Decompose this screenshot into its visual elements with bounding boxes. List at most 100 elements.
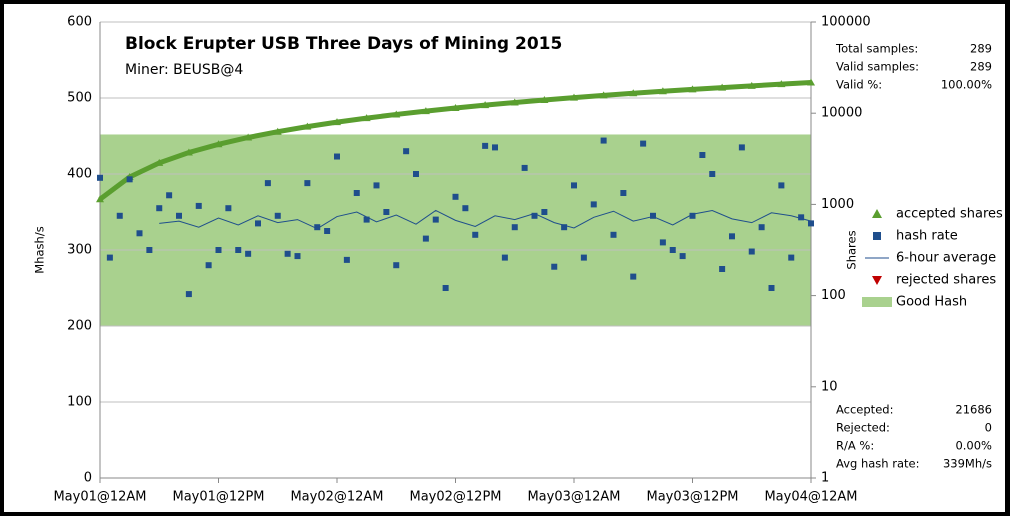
- data-point: [136, 230, 143, 237]
- data-point: [599, 91, 608, 99]
- data-point: [245, 250, 252, 257]
- data-point: [304, 180, 311, 187]
- data-point: [541, 209, 548, 215]
- data-point: [718, 83, 727, 91]
- data-point: [600, 137, 607, 144]
- data-point: [214, 140, 223, 148]
- data-point: [392, 110, 401, 118]
- legend-swatch: [873, 232, 881, 240]
- data-point: [244, 133, 253, 141]
- data-point: [176, 212, 182, 219]
- stat-label: Total samples:: [835, 42, 918, 56]
- data-point: [630, 273, 637, 280]
- data-point: [452, 193, 459, 200]
- data-point: [472, 231, 479, 238]
- data-point: [482, 142, 489, 149]
- data-point: [303, 122, 312, 130]
- y2-tick-label: 100000: [821, 15, 871, 30]
- data-point: [146, 247, 153, 253]
- data-point: [590, 201, 597, 208]
- data-point: [640, 140, 647, 147]
- data-point: [155, 158, 164, 166]
- data-point: [807, 78, 815, 86]
- data-point: [274, 212, 281, 219]
- data-point: [324, 228, 331, 234]
- data-point: [719, 266, 726, 272]
- chart-title: Block Erupter USB Three Days of Mining 2…: [125, 34, 562, 54]
- legend-label: accepted shares: [896, 207, 1003, 222]
- data-point: [747, 81, 756, 89]
- y2-tick-label: 100: [821, 288, 846, 303]
- stat-value: 100.00%: [941, 78, 992, 92]
- data-point: [195, 202, 202, 209]
- data-point: [481, 101, 490, 109]
- data-point: [808, 220, 814, 227]
- stat-value: 0.00%: [955, 439, 992, 453]
- legend-swatch: [872, 276, 882, 285]
- x-tick-label: May02@12AM: [290, 490, 383, 505]
- y-tick-label: 400: [67, 167, 92, 182]
- data-point: [442, 285, 449, 291]
- stat-label: Avg hash rate:: [836, 457, 919, 471]
- legend-label: hash rate: [896, 229, 958, 244]
- stat-value: 21686: [955, 403, 992, 417]
- data-point: [738, 144, 745, 151]
- data-point: [689, 212, 696, 219]
- data-point: [511, 224, 518, 231]
- data-point: [264, 180, 271, 187]
- stat-value: 289: [970, 60, 992, 74]
- data-point: [97, 174, 103, 181]
- average-line: [159, 209, 812, 230]
- data-point: [462, 205, 469, 212]
- y2-tick-label: 1000: [821, 197, 854, 212]
- data-point: [561, 224, 568, 231]
- data-point: [343, 256, 350, 263]
- legend-swatch: [862, 297, 892, 307]
- data-point: [570, 93, 578, 101]
- stat-value: 0: [985, 421, 992, 435]
- data-point: [510, 98, 519, 106]
- data-point: [235, 247, 242, 253]
- data-point: [284, 250, 291, 257]
- data-point: [650, 212, 656, 219]
- data-point: [571, 182, 577, 189]
- data-point: [758, 224, 765, 231]
- data-point: [688, 85, 697, 93]
- y-axis-label: Mhash/s: [33, 226, 47, 273]
- data-point: [273, 127, 282, 135]
- stat-label: Accepted:: [836, 403, 893, 417]
- x-tick-label: May02@12PM: [409, 490, 501, 505]
- data-point: [413, 171, 419, 177]
- data-point: [778, 182, 785, 189]
- data-point: [729, 233, 735, 240]
- data-point: [531, 212, 538, 219]
- data-point: [353, 190, 360, 196]
- data-point: [334, 153, 340, 160]
- stat-label: Rejected:: [836, 421, 890, 435]
- y2-tick-label: 10000: [821, 106, 862, 121]
- stat-label: Valid %:: [836, 78, 882, 92]
- data-point: [451, 104, 460, 112]
- y2-tick-label: 1: [821, 471, 829, 486]
- y-tick-label: 500: [67, 91, 92, 106]
- data-point: [492, 144, 498, 151]
- good-hash-band: [100, 134, 811, 326]
- x-tick-label: May04@12AM: [764, 490, 857, 505]
- legend-label: Good Hash: [896, 295, 967, 310]
- data-point: [629, 89, 638, 97]
- legend-label: rejected shares: [896, 273, 996, 288]
- legend-swatch: [872, 209, 882, 218]
- data-point: [669, 247, 676, 253]
- data-point: [699, 152, 706, 158]
- stat-label: R/A %:: [836, 439, 874, 453]
- data-point: [225, 205, 232, 212]
- data-point: [788, 254, 795, 261]
- data-point: [501, 254, 508, 261]
- x-tick-label: May01@12AM: [53, 490, 146, 505]
- data-point: [126, 176, 133, 183]
- data-point: [620, 190, 627, 196]
- stat-label: Valid samples:: [836, 60, 919, 74]
- data-point: [768, 285, 775, 291]
- data-point: [362, 114, 371, 122]
